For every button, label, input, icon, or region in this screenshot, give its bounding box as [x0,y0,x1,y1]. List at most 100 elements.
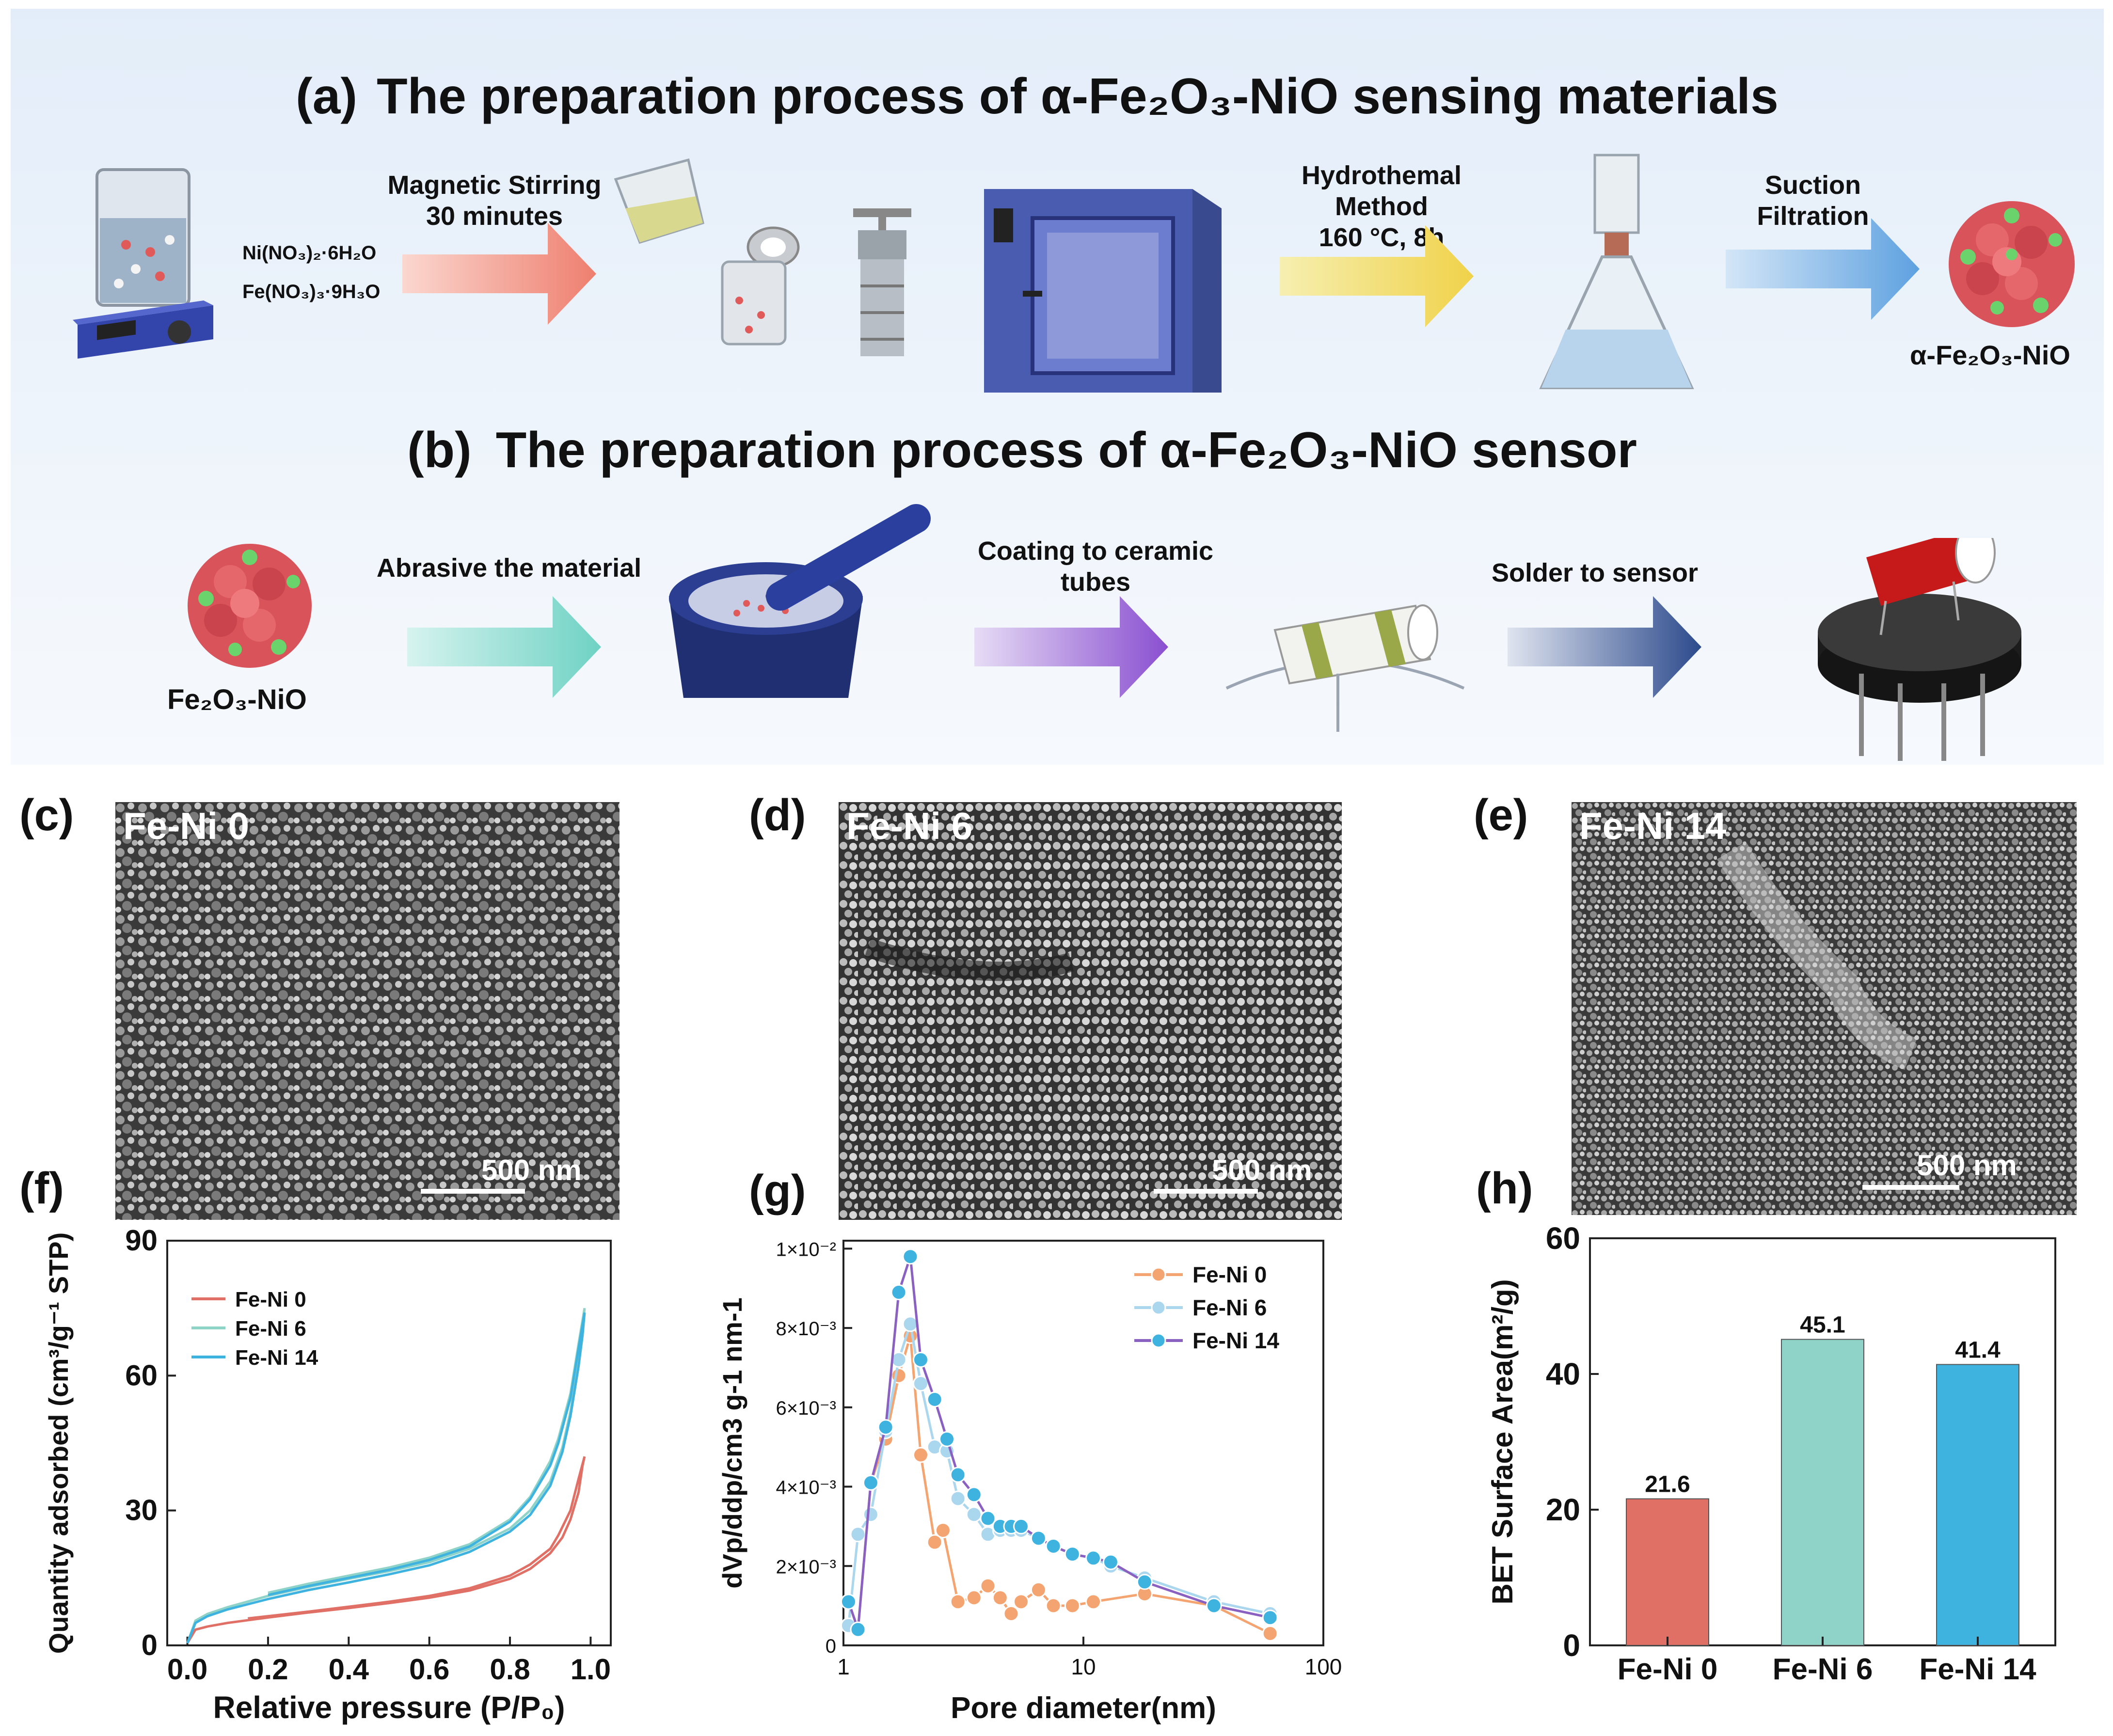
step-solder-label: Solder to sensor [1491,558,1699,587]
data-point-fe-ni-14 [1206,1597,1222,1614]
legend-marker [1151,1300,1166,1315]
step-filtration-label: Suction Filtration [1726,170,1900,232]
legend-label: Fe-Ni 6 [1192,1295,1267,1320]
y-tick-label: 1×10⁻² [776,1239,836,1260]
panel-c-letter: (c) [19,790,74,840]
legend-label: Fe-Ni 6 [235,1317,306,1341]
sem-image-fe-ni-14: Fe-Ni 14 500 nm [1572,802,2077,1215]
data-point-fe-ni-0 [992,1590,1008,1606]
panel-d-letter: (d) [749,790,806,840]
sem-texture [839,802,1342,1220]
series-line-fe-ni-14 [186,1312,586,1644]
data-point-fe-ni-6 [850,1526,866,1543]
scale-bar [1862,1185,1959,1190]
plot-frame [166,1240,612,1646]
data-point-fe-ni-6 [862,1506,879,1523]
x-tick-label: 0.8 [490,1653,530,1686]
y-tick-label: 0 [826,1636,836,1657]
sem-label: Fe-Ni 6 [846,805,973,847]
scale-label: 500 nm [481,1154,582,1186]
step-hydro-line3: 160 °C, 8h [1319,223,1445,252]
panel-e-letter: (e) [1474,790,1528,840]
data-point-fe-ni-14 [926,1391,943,1407]
nanosphere-product-icon [1949,201,2075,327]
chart-pore-distribution: 1 10 100 0 2×10⁻³ 4×10⁻³ 6×10⁻³ 8×10⁻³ 1×10⁻² Por… [717,1239,1342,1725]
step-coating-label: Coating to ceramic tubes [950,536,1241,598]
sem-texture [115,802,620,1220]
bar-fe-ni-14 [1936,1364,2019,1646]
data-point-fe-ni-0 [1003,1606,1019,1622]
panel-f-letter: (f) [19,1164,64,1213]
x-tick-label: Fe-Ni 6 [1773,1653,1873,1686]
data-point-fe-ni-14 [1262,1610,1278,1626]
data-point-fe-ni-14 [966,1486,982,1503]
data-point-fe-ni-14 [1064,1546,1080,1562]
panel-a-title: The preparation process of α-Fe₂O₃-NiO s… [377,68,1779,125]
nanosphere-material-icon [188,544,312,668]
suction-flask-illustration [1539,154,1694,389]
step-hydro-line2: Method [1335,192,1428,221]
data-point-fe-ni-6 [966,1506,982,1523]
magnetic-stirrer-illustration [73,168,213,359]
y-tick-label: 6×10⁻³ [776,1398,836,1419]
data-point-fe-ni-0 [1085,1594,1101,1610]
sem-image-fe-ni-6: Fe-Ni 6 500 nm [839,802,1342,1220]
step-filt-line2: Filtration [1757,202,1869,231]
y-tick-label: 4×10⁻³ [776,1477,836,1499]
sem-label: Fe-Ni 0 [123,805,250,847]
autoclave-illustration [853,208,911,356]
y-tick-label: 8×10⁻³ [776,1318,836,1340]
step-hydro-line1: Hydrothemal [1301,161,1462,190]
legend-label: Fe-Ni 0 [1192,1262,1267,1287]
data-point-fe-ni-14 [1030,1530,1047,1547]
scale-bar [421,1189,525,1194]
data-point-fe-ni-14 [912,1352,929,1368]
data-point-fe-ni-6 [912,1375,929,1392]
step-coating-line1: Coating to ceramic [977,537,1214,566]
arrow-salmon [402,223,596,325]
data-point-fe-ni-14 [1102,1554,1119,1570]
data-point-fe-ni-0 [950,1594,966,1610]
ceramic-tube-illustration [1225,604,1465,732]
scale-bar [1154,1189,1258,1194]
data-point-fe-ni-14 [877,1419,894,1436]
bar-fe-ni-6 [1781,1339,1864,1646]
y-tick-label: 0 [1563,1628,1580,1663]
x-tick-label: Fe-Ni 0 [1618,1653,1718,1686]
bar-value-label: 21.6 [1645,1472,1690,1498]
chart-isotherm: 0.0 0.2 0.4 0.6 0.8 1.0 0 30 60 90 Relative pressu… [43,1224,612,1725]
y-tick-label: 0 [142,1629,158,1661]
legend-label: Fe-Ni 14 [1192,1328,1279,1353]
panel-h-letter: (h) [1476,1164,1533,1213]
data-point-fe-ni-14 [950,1467,966,1483]
data-point-fe-ni-14 [1013,1518,1029,1534]
step-abrasive-label: Abrasive the material [376,553,642,583]
data-point-fe-ni-14 [862,1474,879,1491]
data-point-fe-ni-14 [890,1284,907,1300]
data-point-fe-ni-14 [939,1431,955,1447]
pouring-beaker-illustration [614,158,800,346]
data-point-fe-ni-14 [840,1594,857,1610]
arrow-purple [974,596,1168,698]
data-point-fe-ni-0 [926,1534,943,1550]
data-point-fe-ni-0 [1064,1597,1080,1614]
material-label: Fe₂O₃-NiO [167,684,307,715]
panel-b-title-row: (b) The preparation process of α-Fe₂O₃-Ni… [407,422,1637,479]
x-tick-label: 100 [1305,1654,1342,1679]
sem-texture [1572,802,2077,1215]
panel-a-letter: (a) [296,68,358,125]
x-tick-label: 1.0 [571,1653,611,1686]
legend-label: Fe-Ni 0 [235,1288,306,1311]
data-point-fe-ni-14 [902,1248,919,1265]
bar-fe-ni-0 [1626,1498,1709,1646]
mortar-pestle-illustration [669,504,931,698]
y-tick-label: 90 [125,1224,158,1257]
arrow-navy [1508,596,1701,698]
step-filt-line1: Suction [1765,171,1861,200]
data-point-fe-ni-14 [1136,1574,1153,1590]
legend-label: Fe-Ni 14 [235,1346,318,1370]
arrow-blue [1726,218,1920,320]
step-stirring-line1: Magnetic Stirring [387,171,602,200]
data-point-fe-ni-0 [1045,1597,1062,1614]
precursor-ni: Ni(NO₃)₂·6H₂O [242,242,377,264]
